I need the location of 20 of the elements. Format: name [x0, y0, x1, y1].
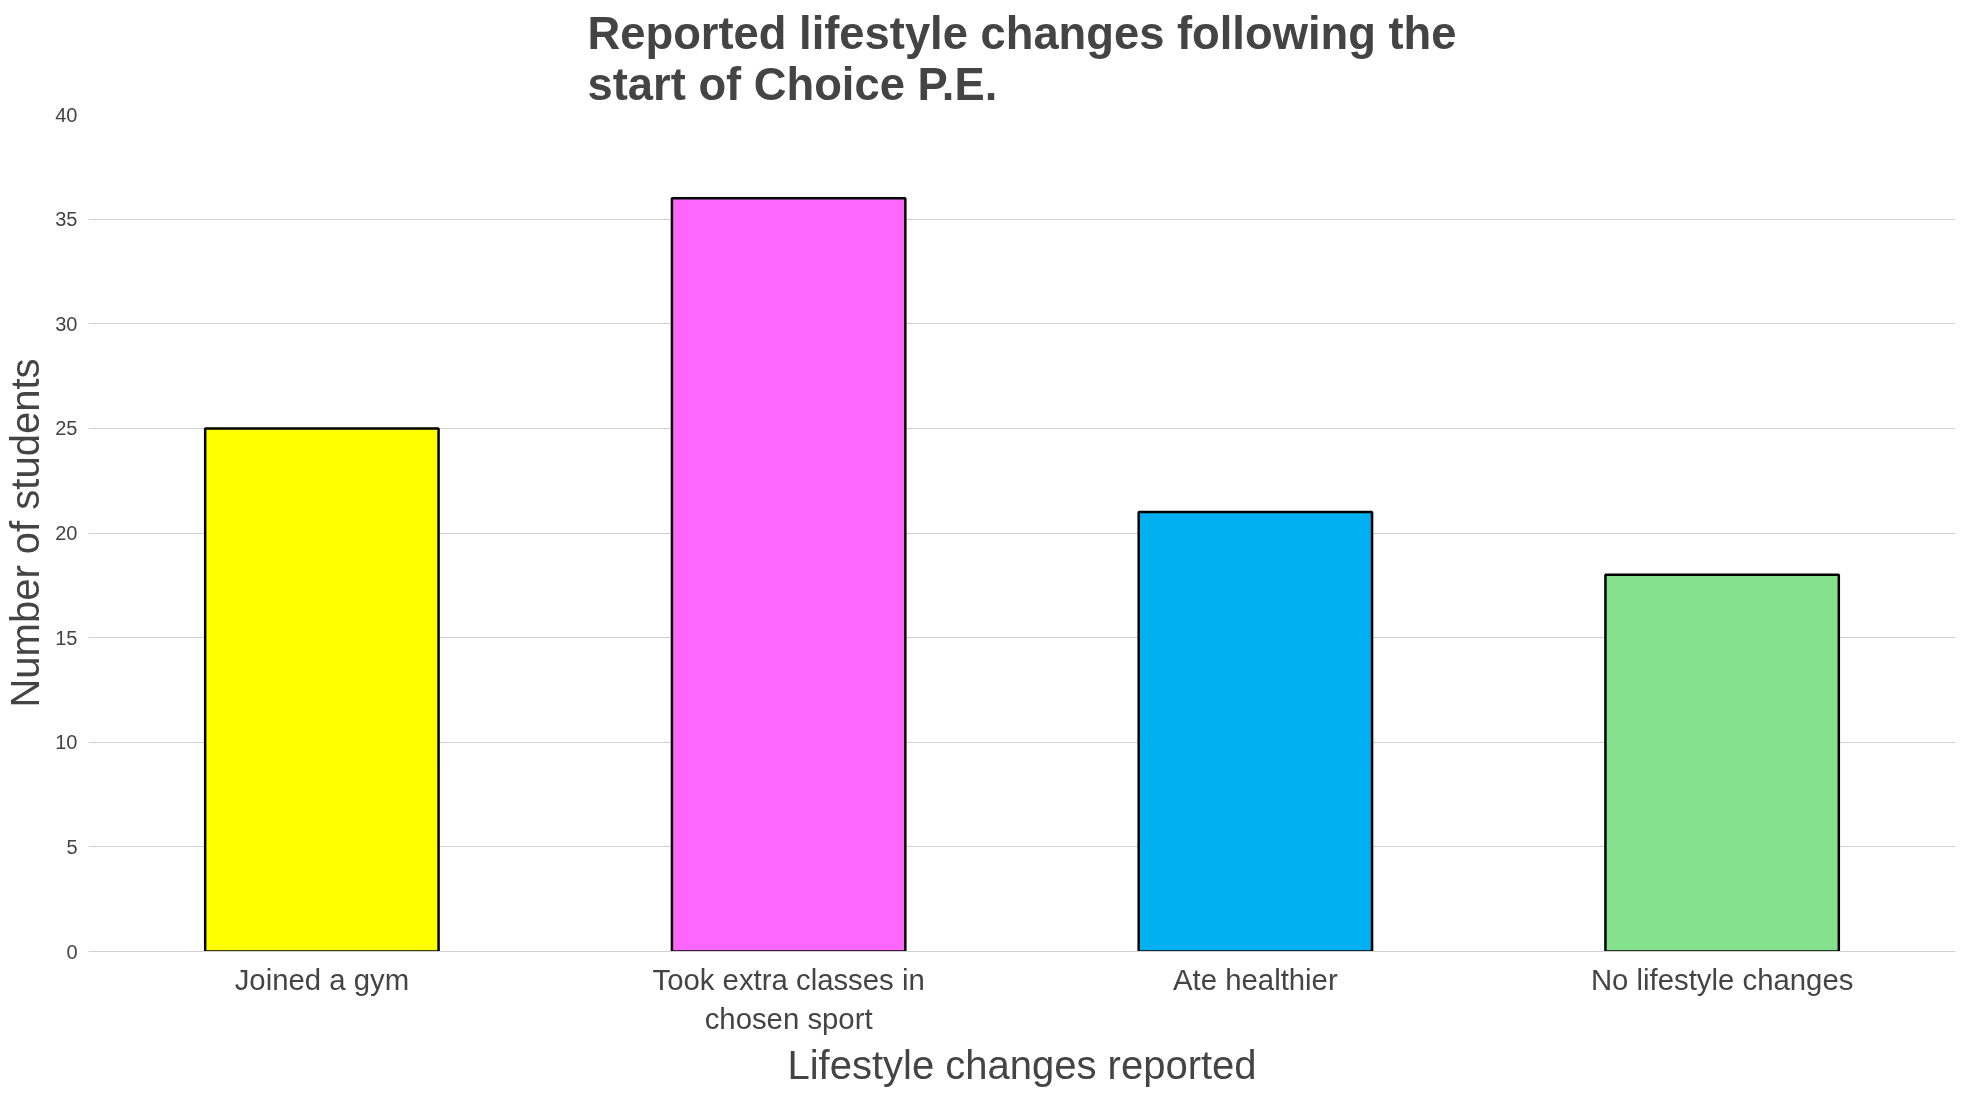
bar	[203, 427, 440, 952]
y-tick-label: 25	[55, 417, 78, 440]
y-tick-label: 20	[55, 522, 78, 544]
bar	[670, 196, 907, 952]
x-tick-label: Joined a gym	[234, 962, 410, 996]
chart-title: Reported lifestyle changes following the start of Choice P.E.	[587, 7, 1457, 110]
y-axis-title: Number of students	[3, 358, 48, 708]
y-tick-label: 35	[55, 208, 78, 231]
x-tick-label: No lifestyle changes	[1590, 962, 1854, 996]
x-axis-title: Lifestyle changes reported	[787, 1043, 1257, 1088]
x-tick-label: Took extra classes in chosen sport	[652, 962, 925, 1036]
x-tick-label: Ate healthier	[1173, 962, 1338, 996]
bar	[1137, 510, 1374, 952]
y-tick-label: 0	[66, 940, 78, 963]
y-tick-label: 40	[55, 103, 78, 126]
y-tick-label: 10	[55, 731, 78, 754]
y-tick-label: 30	[55, 312, 78, 335]
y-tick-label: 15	[55, 626, 78, 649]
bar	[1604, 573, 1841, 952]
y-tick-label: 5	[66, 835, 78, 858]
